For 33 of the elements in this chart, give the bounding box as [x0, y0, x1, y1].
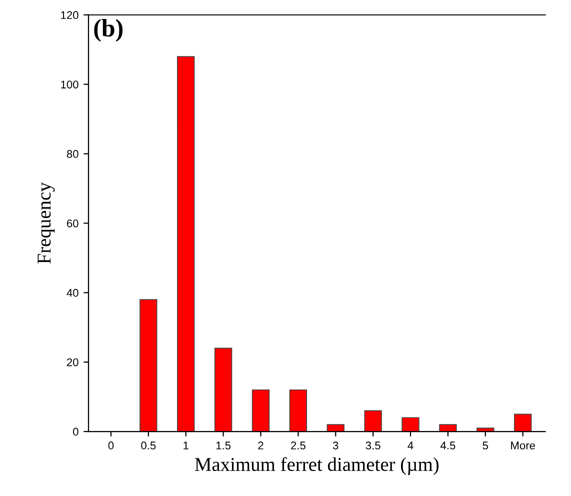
- y-tick-label: 120: [61, 11, 78, 20]
- x-tick-label: 2: [258, 442, 264, 450]
- annotation: (b): [94, 19, 123, 42]
- bar: [140, 299, 158, 432]
- x-tick-label: 0.5: [141, 442, 156, 450]
- x-tick-label: 2.5: [291, 442, 306, 450]
- bar: [402, 417, 420, 432]
- bar: [476, 428, 494, 432]
- y-tick-label: 80: [66, 150, 78, 158]
- x-tick-label: 3: [332, 442, 338, 450]
- y-tick-label: 0: [73, 428, 78, 436]
- y-tick-label: 100: [61, 80, 78, 88]
- y-tick-label: 40: [66, 288, 78, 297]
- bar: [326, 424, 344, 432]
- x-tick-label: 4.5: [440, 442, 456, 450]
- bar: [289, 389, 308, 432]
- bar: [214, 348, 232, 432]
- x-tick-label: 4: [408, 442, 414, 450]
- y-tick-label: 20: [66, 358, 78, 366]
- x-tick-label: 0: [108, 442, 114, 450]
- x-tick-label: 3.5: [366, 442, 380, 450]
- x-tick-label: 1.5: [216, 442, 231, 450]
- y-tick-label: 60: [66, 219, 78, 228]
- x-tick-label: 1: [184, 442, 188, 450]
- bar: [439, 424, 457, 432]
- x-axis-title: Maximum ferret diameter (µm): [194, 457, 439, 475]
- bar: [364, 410, 382, 432]
- x-tick-label: 5: [482, 442, 488, 450]
- bar: [252, 389, 270, 432]
- bar: [514, 414, 532, 432]
- x-tick-label: More: [511, 442, 536, 450]
- bar: [177, 56, 195, 432]
- y-axis-title: Frequency: [38, 182, 55, 264]
